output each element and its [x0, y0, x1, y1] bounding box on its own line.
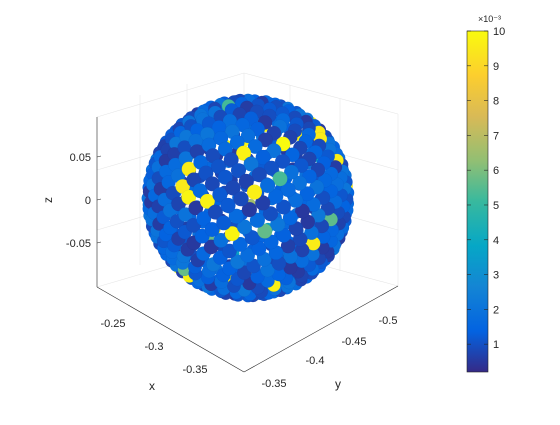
colorbar-tick-label: 3	[493, 270, 499, 282]
y-axis-label: y	[335, 377, 341, 391]
scatter-point	[244, 230, 260, 246]
scatter-point	[249, 212, 266, 228]
scatter-point	[283, 164, 299, 180]
colorbar-tick-label: 6	[493, 165, 499, 177]
y-tick-label: -0.35	[261, 378, 286, 390]
scatter-point	[188, 200, 204, 216]
scatter-point	[223, 152, 239, 168]
scatter-point	[266, 143, 282, 159]
scatter-point	[238, 173, 254, 190]
scatter-point	[251, 241, 267, 256]
scatter-point	[230, 163, 246, 179]
scatter-point	[270, 216, 286, 232]
z-tick	[96, 241, 102, 244]
x-tick-label: -0.35	[182, 364, 207, 376]
scatter-point	[268, 188, 284, 204]
x-tick-labels: -0.25 -0.3 -0.35	[100, 318, 207, 376]
x-axis-label: x	[149, 379, 155, 393]
grid-line	[96, 72, 245, 118]
colorbar-tick-label: 10	[493, 26, 505, 38]
scatter-point	[282, 210, 298, 226]
colorbar-exponent: ×10⁻³	[478, 14, 501, 24]
colorbar-tick-label: 8	[493, 96, 499, 108]
scatter-point	[236, 145, 252, 161]
scatter-point	[240, 128, 256, 144]
scatter-point	[212, 187, 228, 203]
colorbar-tick-label: 2	[493, 304, 499, 316]
scatter-point	[288, 192, 304, 208]
scatter-point	[236, 219, 253, 235]
scatter-point	[207, 204, 223, 220]
y-tick-label: -0.4	[306, 355, 325, 367]
colorbar-tick-label: 4	[493, 235, 499, 247]
colorbar-gradient	[466, 30, 489, 373]
scatter-point	[217, 169, 233, 185]
z-tick	[96, 198, 102, 201]
scatter-point	[199, 193, 215, 209]
scatter-point	[247, 139, 263, 154]
colorbar-tick-label: 9	[493, 61, 499, 73]
z-tick-labels: 0.05 0 -0.05	[66, 152, 102, 250]
scatter-point	[306, 197, 321, 212]
colorbar-ticks: 1 2 3 4 5 6 7 8 9 10	[467, 26, 505, 351]
scatter-point	[196, 211, 212, 227]
scatter-point	[192, 183, 208, 199]
scatter-point	[204, 176, 220, 192]
scatter-point	[251, 167, 267, 183]
z-tick	[96, 155, 102, 158]
scatter-point	[210, 158, 227, 175]
scatter-point	[263, 160, 280, 176]
scatter-point	[216, 215, 232, 231]
scatter-point	[240, 247, 256, 263]
scatter-point	[232, 236, 248, 252]
y-tick-labels: -0.5 -0.45 -0.4 -0.35	[261, 315, 397, 390]
y-axis-line	[243, 285, 399, 373]
scatter-point	[257, 223, 273, 239]
scatter-point	[299, 186, 315, 202]
scatter-point	[243, 156, 259, 172]
grid-line	[243, 72, 399, 115]
scatter-sphere	[141, 93, 355, 303]
scatter-point	[222, 243, 237, 259]
x-axis-line	[96, 286, 245, 373]
scatter-point	[225, 180, 241, 196]
scatter-point	[292, 175, 308, 191]
scatter-point	[275, 199, 292, 215]
scatter-point	[294, 203, 310, 219]
scatter-point	[181, 189, 197, 205]
colorbar: 1 2 3 4 5 6 7 8 9 10 ×10⁻³	[466, 14, 505, 373]
x-tick-label: -0.25	[100, 318, 125, 330]
z-axis-label: z	[41, 197, 55, 203]
colorbar-tick-label: 5	[493, 200, 499, 212]
scatter-point	[204, 221, 220, 238]
scatter-point	[224, 226, 240, 242]
scatter-point	[275, 153, 291, 169]
scatter-point	[262, 206, 279, 222]
scatter-point	[246, 184, 263, 200]
y-tick-label: -0.5	[379, 315, 398, 327]
scatter-point	[228, 208, 244, 224]
y-tick-label: -0.45	[341, 336, 366, 348]
scatter-point	[280, 182, 296, 198]
colorbar-tick-label: 1	[493, 339, 499, 351]
scatter-point	[220, 197, 236, 214]
z-tick-label: -0.05	[66, 238, 91, 250]
colorbar-tick-label: 7	[493, 130, 499, 142]
axes	[96, 117, 399, 373]
scatter-point	[272, 171, 288, 187]
scatter-point	[233, 191, 249, 207]
scatter-point	[255, 149, 271, 165]
scatter-point	[259, 177, 276, 194]
scatter-point	[255, 195, 271, 211]
z-tick-label: 0.05	[70, 152, 91, 164]
scatter-point	[213, 232, 229, 248]
scatter-point	[241, 201, 258, 218]
x-tick-label: -0.3	[145, 341, 164, 353]
z-tick-label: 0	[85, 195, 91, 207]
